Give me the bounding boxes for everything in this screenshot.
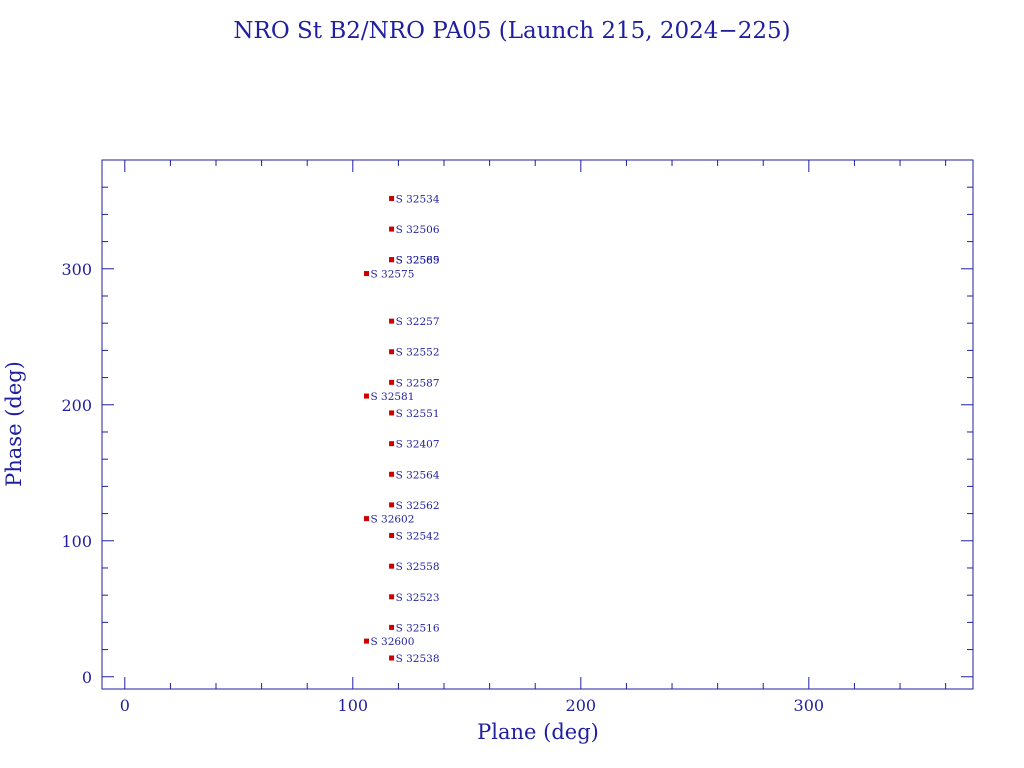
data-point-label: S 32564 [396,469,440,481]
data-point-label: S 32407 [396,439,440,451]
data-point-label: S 32516 [396,622,440,634]
data-point-label: S 32552 [396,347,440,359]
data-point-label: S 32575 [370,269,414,281]
data-point-label: S 32523 [396,592,440,604]
data-point-marker [389,257,395,263]
data-point-marker [363,393,369,399]
data-point-label: S 32558 [396,561,440,573]
data-point-label: S 32542 [396,530,440,542]
x-tick-label: 0 [120,696,130,715]
data-point-label: S 32600 [370,636,414,648]
data-point-label: S 32585 [396,255,440,267]
y-tick-labels: 0 100 200 300 [61,260,92,687]
data-point-marker [389,502,395,508]
x-axis-label: Plane (deg) [477,720,599,744]
x-tick-label: 300 [794,696,825,715]
data-point-marker [363,638,369,644]
data-point-marker [363,271,369,277]
x-tick-label: 100 [338,696,369,715]
data-point-marker [389,226,395,232]
data-point-marker [389,471,395,477]
data-point-marker [389,441,395,447]
y-axis-label: Phase (deg) [2,361,26,487]
data-point-label: S 32587 [396,377,440,389]
data-point-marker [389,624,395,630]
data-point-label: S 32506 [396,224,440,236]
data-point-marker [389,532,395,538]
axis-ticks [102,159,973,689]
data-point-marker [389,410,395,416]
y-tick-label: 100 [61,532,92,551]
data-point-label: S 32602 [370,514,414,526]
data-point-label: S 32257 [396,316,440,328]
plot-frame [101,159,974,690]
data-point-label: S 32538 [396,653,440,665]
x-tick-label: 200 [566,696,597,715]
data-point-marker [389,318,395,324]
y-tick-label: 200 [61,396,92,415]
data-point-label: S 32551 [396,408,440,420]
data-point-marker [389,349,395,355]
data-point-marker [389,594,395,600]
data-point-marker [389,379,395,385]
data-point-marker [363,516,369,522]
data-point-label: S 32534 [396,193,440,205]
data-point-label: S 32562 [396,500,440,512]
y-tick-label: 0 [82,668,92,687]
data-point-marker [389,195,395,201]
data-point-marker [389,655,395,661]
data-point-label: S 32581 [370,391,414,403]
data-point-label: S 32569 [396,255,440,267]
chart-title: NRO St B2/NRO PA05 (Launch 215, 2024−225… [233,18,790,44]
y-tick-label: 300 [61,260,92,279]
x-tick-labels: 0 100 200 300 [120,696,824,715]
data-point-marker [389,563,395,569]
